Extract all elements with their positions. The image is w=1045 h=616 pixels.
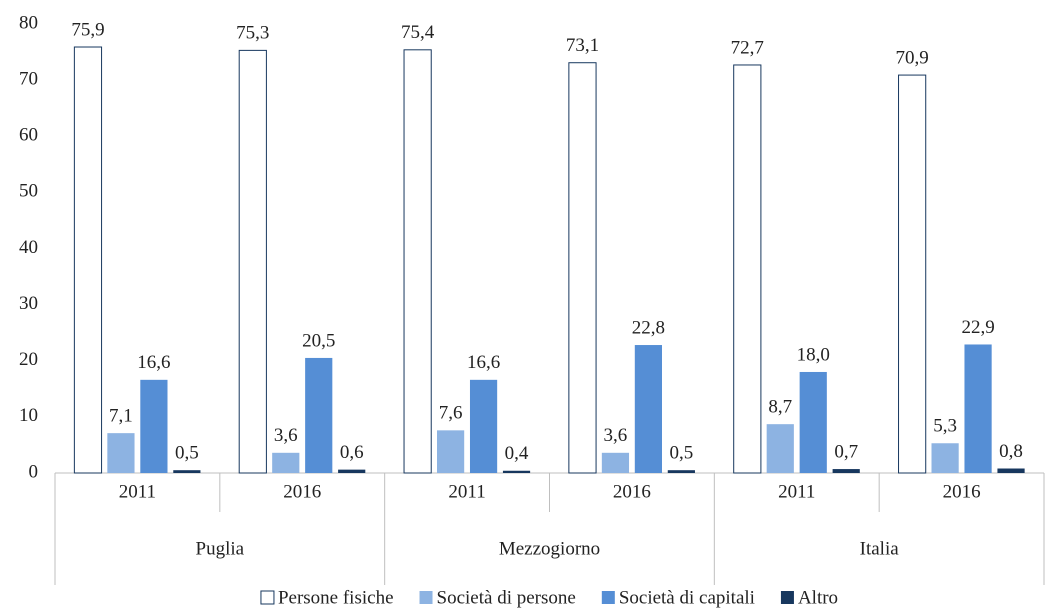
bar xyxy=(238,49,267,474)
bar xyxy=(73,46,103,474)
bar xyxy=(799,371,827,473)
value-label: 75,9 xyxy=(71,19,104,40)
group-label: Mezzogiorno xyxy=(499,538,600,559)
value-label: 75,4 xyxy=(401,22,435,43)
y-tick-label: 60 xyxy=(19,125,38,146)
bar xyxy=(733,64,762,474)
group-label: Italia xyxy=(860,538,900,559)
legend-item: Società di capitali xyxy=(601,587,755,608)
y-tick-label: 50 xyxy=(19,181,38,202)
bar xyxy=(140,379,168,473)
x-tick-label: 2016 xyxy=(943,481,981,502)
bar xyxy=(338,469,366,473)
value-label: 18,0 xyxy=(797,344,830,365)
legend-item: Persone fisiche xyxy=(260,587,394,608)
value-label: 0,8 xyxy=(999,441,1023,462)
x-tick-label: 2016 xyxy=(283,481,321,502)
legend-label: Altro xyxy=(798,587,838,608)
legend-item: Altro xyxy=(780,587,838,608)
y-tick-label: 20 xyxy=(19,349,38,370)
x-tick-label: 2011 xyxy=(448,481,485,502)
y-tick-label: 40 xyxy=(19,237,38,258)
legend-swatch xyxy=(419,591,433,604)
legend-label: Persone fisiche xyxy=(278,587,394,608)
bar xyxy=(107,433,135,473)
value-label: 0,5 xyxy=(669,443,693,464)
bar xyxy=(898,74,927,474)
legend-swatch xyxy=(601,591,615,604)
value-label: 7,1 xyxy=(109,406,133,427)
bar xyxy=(305,357,333,473)
value-label: 20,5 xyxy=(302,330,335,351)
value-label: 22,8 xyxy=(632,317,665,338)
y-tick-label: 80 xyxy=(19,12,38,33)
value-label: 0,5 xyxy=(175,443,199,464)
bar xyxy=(437,430,465,473)
y-tick-label: 30 xyxy=(19,293,38,314)
value-label: 8,7 xyxy=(768,397,792,418)
bar xyxy=(568,62,597,474)
value-label: 0,7 xyxy=(834,441,858,462)
legend-label: Società di persone xyxy=(437,587,576,608)
x-tick-label: 2011 xyxy=(119,481,156,502)
bar xyxy=(469,379,498,473)
value-label: 3,6 xyxy=(604,425,628,446)
value-label: 72,7 xyxy=(731,37,764,58)
value-label: 70,9 xyxy=(896,47,929,68)
group-label: Puglia xyxy=(196,538,245,559)
legend-swatch xyxy=(260,590,275,605)
y-tick-label: 10 xyxy=(19,405,38,426)
legend-swatch xyxy=(780,591,794,604)
value-label: 0,6 xyxy=(340,442,364,463)
y-tick-label: 70 xyxy=(19,68,38,89)
x-tick-label: 2011 xyxy=(778,481,815,502)
bar xyxy=(766,424,794,473)
bar xyxy=(997,468,1025,473)
bar xyxy=(403,49,432,474)
y-tick-label: 0 xyxy=(29,461,39,482)
value-label: 3,6 xyxy=(274,425,298,446)
bar xyxy=(173,470,201,473)
bar xyxy=(832,469,860,473)
value-label: 22,9 xyxy=(961,317,994,338)
bar xyxy=(601,452,630,473)
x-tick-label: 2016 xyxy=(613,481,651,502)
value-label: 7,6 xyxy=(439,403,463,424)
bar xyxy=(667,470,695,473)
value-label: 0,4 xyxy=(505,443,529,464)
value-label: 73,1 xyxy=(566,35,599,56)
legend-item: Società di persone xyxy=(419,587,576,608)
bar xyxy=(931,443,959,473)
bar xyxy=(634,345,662,473)
bar xyxy=(272,452,300,473)
value-label: 16,6 xyxy=(467,352,500,373)
bar xyxy=(964,344,992,473)
value-label: 75,3 xyxy=(236,23,269,44)
value-label: 16,6 xyxy=(137,352,170,373)
value-label: 5,3 xyxy=(933,416,957,437)
bar xyxy=(502,470,531,473)
legend-label: Società di capitali xyxy=(619,587,755,608)
